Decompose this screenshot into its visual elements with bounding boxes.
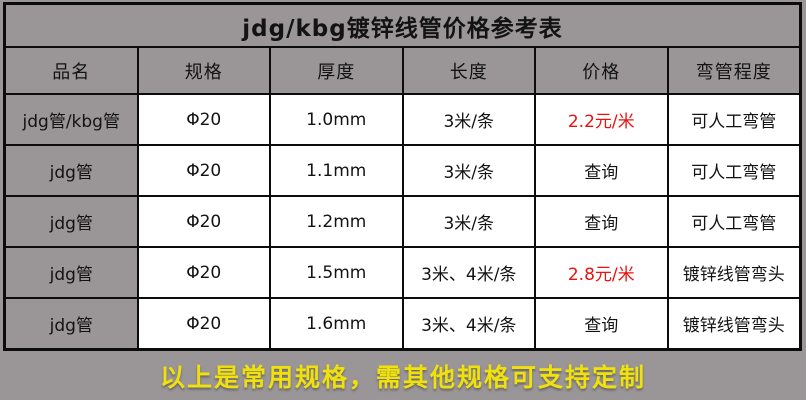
table-cell-price: 查询: [536, 197, 667, 246]
column-header-price: 价格: [536, 48, 667, 93]
table-cell: 3米、4米/条: [403, 248, 534, 297]
column-header-thickness: 厚度: [271, 48, 402, 93]
table-cell: jdg管: [6, 197, 137, 246]
column-header-length: 长度: [403, 48, 534, 93]
table-cell: 1.6mm: [271, 299, 402, 348]
table-cell: 可人工弯管: [668, 197, 799, 246]
table-cell-price: 查询: [536, 299, 667, 348]
table-cell: jdg管/kbg管: [6, 95, 137, 144]
column-header-spec: 规格: [138, 48, 269, 93]
table-cell: Φ20: [138, 248, 269, 297]
table-cell: 3米/条: [403, 95, 534, 144]
table-cell-price: 2.2元/米: [536, 95, 667, 144]
table-cell: 3米/条: [403, 197, 534, 246]
table-cell: Φ20: [138, 95, 269, 144]
table-cell-price: 2.8元/米: [536, 248, 667, 297]
column-header-name: 品名: [6, 48, 137, 93]
table-cell: 3米、4米/条: [403, 299, 534, 348]
table-title: jdg/kbg镀锌线管价格参考表: [6, 5, 799, 46]
table-cell: 镀锌线管弯头: [668, 248, 799, 297]
table-cell-price: 查询: [536, 146, 667, 195]
table-cell: Φ20: [138, 197, 269, 246]
table-cell: 可人工弯管: [668, 95, 799, 144]
table-cell: Φ20: [138, 299, 269, 348]
table-cell: Φ20: [138, 146, 269, 195]
table-cell: 1.1mm: [271, 146, 402, 195]
table-cell: 可人工弯管: [668, 146, 799, 195]
table-cell: 1.2mm: [271, 197, 402, 246]
table-cell: 1.0mm: [271, 95, 402, 144]
table-cell: 1.5mm: [271, 248, 402, 297]
table-cell: jdg管: [6, 299, 137, 348]
column-header-bend: 弯管程度: [668, 48, 799, 93]
table-cell: 3米/条: [403, 146, 534, 195]
table-cell: 镀锌线管弯头: [668, 299, 799, 348]
table-cell: jdg管: [6, 146, 137, 195]
table-cell: jdg管: [6, 248, 137, 297]
footer-note: 以上是常用规格，需其他规格可支持定制: [159, 363, 646, 392]
price-table: jdg/kbg镀锌线管价格参考表 品名 规格 厚度 长度 价格 弯管程度 jdg…: [3, 2, 802, 351]
